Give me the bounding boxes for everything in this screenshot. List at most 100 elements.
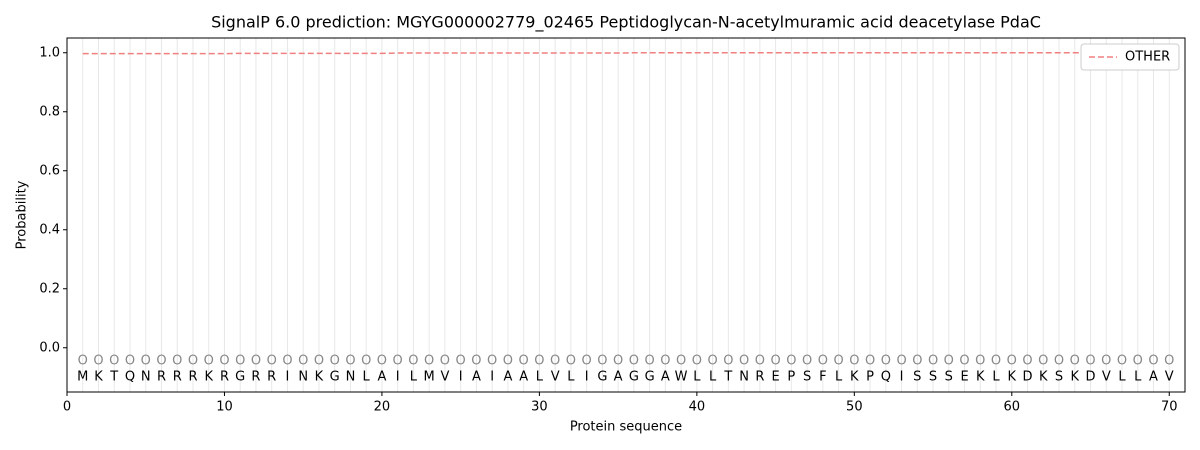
y-axis-label: Probability bbox=[15, 180, 30, 249]
residue-label: T bbox=[109, 370, 118, 385]
region-label: O bbox=[676, 354, 686, 369]
region-label: O bbox=[833, 354, 843, 369]
residue-label: V bbox=[1165, 370, 1174, 385]
residue-label: I bbox=[286, 370, 290, 385]
region-label: O bbox=[1133, 354, 1143, 369]
residue-label: L bbox=[835, 370, 843, 385]
y-tick-label: 0.0 bbox=[39, 340, 60, 355]
residue-label: K bbox=[1039, 370, 1048, 385]
region-label: O bbox=[739, 354, 749, 369]
y-tick-label: 0.4 bbox=[39, 222, 60, 237]
residue-label: K bbox=[1071, 370, 1080, 385]
region-label: O bbox=[881, 354, 891, 369]
region-label: O bbox=[487, 354, 497, 369]
region-label: O bbox=[1038, 354, 1048, 369]
residue-label: L bbox=[1118, 370, 1126, 385]
region-label: O bbox=[235, 354, 245, 369]
residue-label: N bbox=[141, 370, 151, 385]
region-label: O bbox=[172, 354, 182, 369]
series-line bbox=[82, 52, 1170, 55]
x-axis-label: Protein sequence bbox=[570, 420, 682, 435]
region-label: O bbox=[1022, 354, 1032, 369]
residue-label: S bbox=[913, 370, 921, 385]
legend-box bbox=[1080, 43, 1180, 71]
region-label: O bbox=[944, 354, 954, 369]
x-tick-label: 30 bbox=[531, 400, 548, 415]
residue-label: D bbox=[1086, 370, 1096, 385]
region-label: O bbox=[267, 354, 277, 369]
region-label: O bbox=[393, 354, 403, 369]
region-label: O bbox=[93, 354, 103, 369]
region-label: O bbox=[377, 354, 387, 369]
region-label: O bbox=[1007, 354, 1017, 369]
region-label: O bbox=[755, 354, 765, 369]
x-tick-label: 20 bbox=[374, 400, 391, 415]
region-label: O bbox=[282, 354, 292, 369]
residue-label: I bbox=[459, 370, 463, 385]
residue-label: D bbox=[1023, 370, 1033, 385]
residue-label: N bbox=[298, 370, 308, 385]
residue-label: L bbox=[992, 370, 1000, 385]
region-label: O bbox=[613, 354, 623, 369]
legend-label: OTHER bbox=[1125, 50, 1170, 65]
residue-label: K bbox=[204, 370, 213, 385]
region-label: O bbox=[503, 354, 513, 369]
region-label: O bbox=[361, 354, 371, 369]
region-label: O bbox=[802, 354, 812, 369]
region-label: O bbox=[125, 354, 135, 369]
region-label: O bbox=[786, 354, 796, 369]
y-tick-label: 0.6 bbox=[39, 163, 60, 178]
residue-label: M bbox=[77, 370, 88, 385]
region-label: O bbox=[456, 354, 466, 369]
x-tick-label: 40 bbox=[689, 400, 706, 415]
residue-label: N bbox=[346, 370, 356, 385]
residue-label: A bbox=[503, 370, 512, 385]
residue-label: M bbox=[424, 370, 435, 385]
residue-label: K bbox=[976, 370, 985, 385]
region-label: O bbox=[928, 354, 938, 369]
residue-label: L bbox=[693, 370, 701, 385]
y-tick-label: 1.0 bbox=[39, 45, 60, 60]
residue-label: S bbox=[945, 370, 953, 385]
residue-label: G bbox=[235, 370, 245, 385]
region-label: O bbox=[1164, 354, 1174, 369]
residue-label: L bbox=[709, 370, 717, 385]
residue-label: R bbox=[173, 370, 182, 385]
region-label: O bbox=[78, 354, 88, 369]
region-label: O bbox=[408, 354, 418, 369]
region-label: O bbox=[582, 354, 592, 369]
chart-title: SignalP 6.0 prediction: MGYG000002779_02… bbox=[211, 13, 1041, 33]
residue-label: L bbox=[567, 370, 575, 385]
region-label: O bbox=[424, 354, 434, 369]
x-tick-label: 50 bbox=[846, 400, 863, 415]
region-label: O bbox=[298, 354, 308, 369]
residue-label: V bbox=[1102, 370, 1111, 385]
region-label: O bbox=[141, 354, 151, 369]
residue-label: K bbox=[315, 370, 324, 385]
region-label: O bbox=[645, 354, 655, 369]
residue-label: L bbox=[410, 370, 418, 385]
residue-label: A bbox=[614, 370, 623, 385]
region-label: O bbox=[849, 354, 859, 369]
region-label: O bbox=[1117, 354, 1127, 369]
region-label: O bbox=[912, 354, 922, 369]
residue-label: L bbox=[1134, 370, 1142, 385]
residue-label: R bbox=[220, 370, 229, 385]
region-label: O bbox=[1070, 354, 1080, 369]
residue-label: K bbox=[850, 370, 859, 385]
residue-label: V bbox=[551, 370, 560, 385]
region-label: O bbox=[345, 354, 355, 369]
residue-label: G bbox=[330, 370, 340, 385]
residue-label: K bbox=[1008, 370, 1017, 385]
x-tick-label: 10 bbox=[216, 400, 233, 415]
region-label: O bbox=[550, 354, 560, 369]
region-label: O bbox=[188, 354, 198, 369]
residue-label: W bbox=[675, 370, 688, 385]
residue-label: F bbox=[819, 370, 826, 385]
residue-label: S bbox=[803, 370, 811, 385]
region-label: O bbox=[991, 354, 1001, 369]
residue-label: I bbox=[490, 370, 494, 385]
residue-label: R bbox=[188, 370, 197, 385]
region-label: O bbox=[519, 354, 529, 369]
